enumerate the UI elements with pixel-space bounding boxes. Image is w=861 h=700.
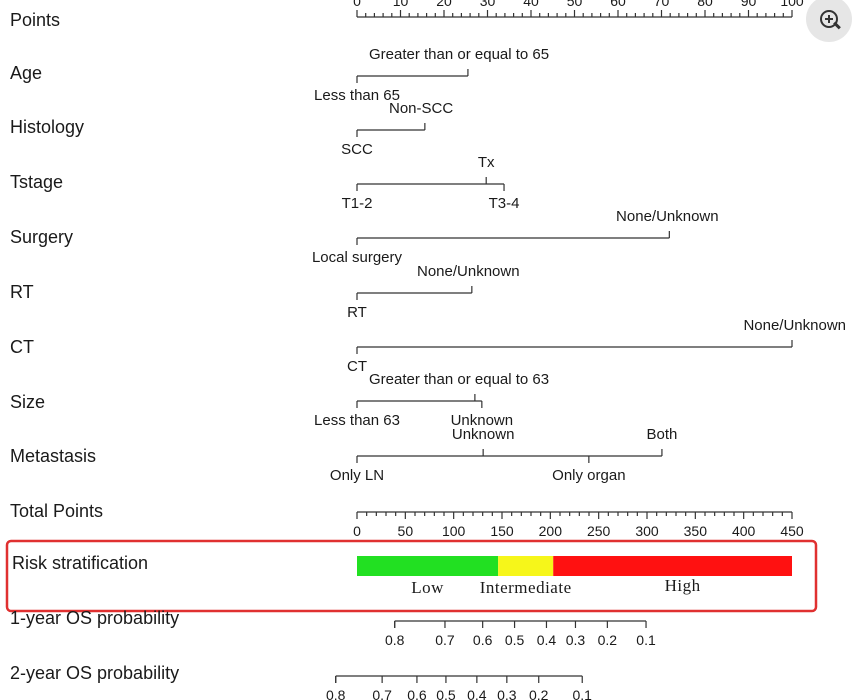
risk-band-high <box>553 556 792 576</box>
histology-level-label: SCC <box>341 141 373 158</box>
points-tick-label: 50 <box>567 0 583 9</box>
row-label-2-year-os-probability: 2-year OS probability <box>10 663 179 683</box>
total-tick-label: 350 <box>684 523 708 539</box>
zoom-in-button[interactable] <box>806 0 852 42</box>
size-level-label: Less than 63 <box>314 412 400 429</box>
ct-level-label: None/Unknown <box>743 317 846 334</box>
2-year-os-probability-tick-label: 0.5 <box>436 687 456 700</box>
points-tick-label: 0 <box>353 0 361 9</box>
points-tick-label: 70 <box>654 0 670 9</box>
1-year-os-probability-tick-label: 0.7 <box>435 632 455 648</box>
1-year-os-probability-tick-label: 0.1 <box>636 632 656 648</box>
1-year-os-probability-tick-label: 0.4 <box>537 632 557 648</box>
points-tick-label: 60 <box>610 0 626 9</box>
row-label-tstage: Tstage <box>10 172 63 192</box>
row-label-ct: CT <box>10 337 34 357</box>
2-year-os-probability-tick-label: 0.1 <box>572 687 592 700</box>
rt-level-label: RT <box>347 304 367 321</box>
age-level-label: Greater than or equal to 65 <box>369 46 549 63</box>
points-tick-label: 40 <box>523 0 539 9</box>
ct-level-label: CT <box>347 358 367 375</box>
risk-band-low <box>357 556 499 576</box>
2-year-os-probability-tick-label: 0.3 <box>497 687 517 700</box>
total-tick-label: 250 <box>587 523 611 539</box>
row-label-total-points: Total Points <box>10 501 103 521</box>
risk-band-label-low: Low <box>411 578 444 597</box>
2-year-os-probability-tick-label: 0.8 <box>326 687 346 700</box>
metastasis-level-label: Both <box>647 426 678 443</box>
total-tick-label: 100 <box>442 523 466 539</box>
size-level-label: Unknown <box>451 412 514 429</box>
rt-level-label: None/Unknown <box>417 263 520 280</box>
row-label-size: Size <box>10 392 45 412</box>
1-year-os-probability-tick-label: 0.8 <box>385 632 405 648</box>
row-label-rt: RT <box>10 282 34 302</box>
histology-level-label: Non-SCC <box>389 100 453 117</box>
zoom-in-icon <box>820 10 838 28</box>
points-tick-label: 80 <box>697 0 713 9</box>
total-tick-label: 300 <box>635 523 659 539</box>
total-tick-label: 150 <box>490 523 514 539</box>
total-tick-label: 0 <box>353 523 361 539</box>
size-level-label: Greater than or equal to 63 <box>369 371 549 388</box>
row-label-histology: Histology <box>10 117 84 137</box>
1-year-os-probability-tick-label: 0.5 <box>505 632 525 648</box>
total-tick-label: 50 <box>398 523 414 539</box>
row-label-1-year-os-probability: 1-year OS probability <box>10 608 179 628</box>
1-year-os-probability-tick-label: 0.3 <box>566 632 586 648</box>
row-label-risk-stratification: Risk stratification <box>12 553 148 573</box>
row-label-surgery: Surgery <box>10 227 73 247</box>
2-year-os-probability-tick-label: 0.6 <box>407 687 427 700</box>
row-label-metastasis: Metastasis <box>10 446 96 466</box>
metastasis-level-label: Only organ <box>552 467 625 484</box>
surgery-level-label: None/Unknown <box>616 208 719 225</box>
surgery-level-label: Local surgery <box>312 249 403 266</box>
total-tick-label: 450 <box>780 523 804 539</box>
2-year-os-probability-tick-label: 0.2 <box>529 687 549 700</box>
row-label-age: Age <box>10 63 42 83</box>
age-level-label: Less than 65 <box>314 87 400 104</box>
risk-highlight-box <box>5 539 818 613</box>
total-tick-label: 200 <box>539 523 563 539</box>
tstage-level-label: T3-4 <box>489 195 520 212</box>
points-tick-label: 30 <box>480 0 496 9</box>
risk-band-label-intermediate: Intermediate <box>480 578 572 597</box>
2-year-os-probability-tick-label: 0.4 <box>467 687 487 700</box>
1-year-os-probability-tick-label: 0.6 <box>473 632 493 648</box>
tstage-level-label: T1-2 <box>342 195 373 212</box>
points-tick-label: 20 <box>436 0 452 9</box>
tstage-level-label: Tx <box>478 154 495 171</box>
metastasis-level-label: Unknown <box>452 426 515 443</box>
total-tick-label: 400 <box>732 523 756 539</box>
metastasis-level-label: Only LN <box>330 467 384 484</box>
risk-band-intermediate <box>498 556 554 576</box>
points-tick-label: 10 <box>393 0 409 9</box>
points-tick-label: 90 <box>741 0 757 9</box>
row-label-points: Points <box>10 10 60 30</box>
1-year-os-probability-tick-label: 0.2 <box>598 632 618 648</box>
2-year-os-probability-tick-label: 0.7 <box>372 687 392 700</box>
points-tick-label: 100 <box>780 0 804 9</box>
risk-band-label-high: High <box>665 576 701 595</box>
